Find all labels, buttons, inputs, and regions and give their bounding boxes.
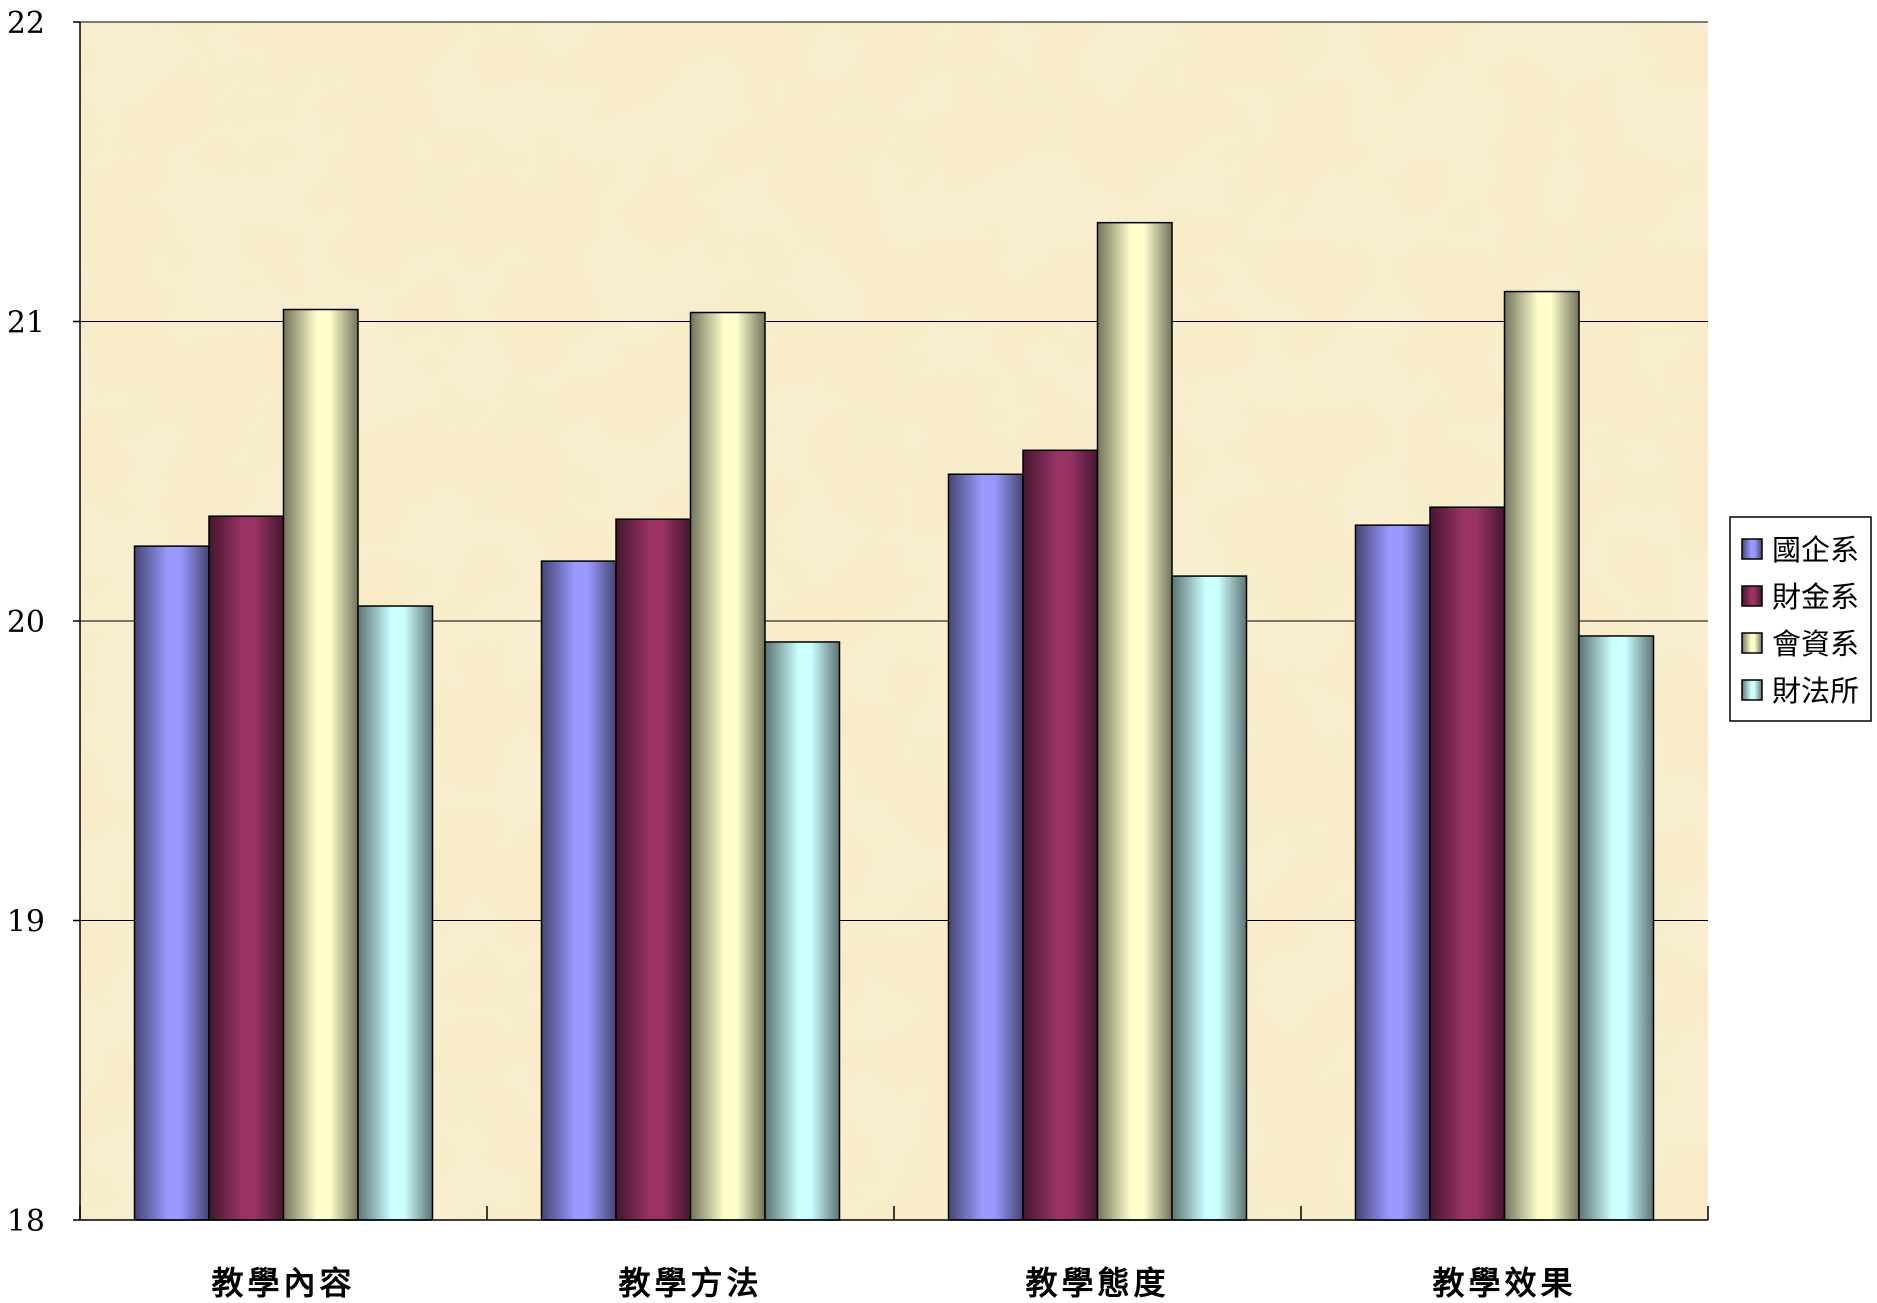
bar	[1578, 635, 1655, 1221]
bar	[764, 641, 841, 1221]
y-tick-label: 21	[7, 306, 45, 341]
bar	[615, 518, 692, 1221]
y-tick-label: 22	[7, 6, 45, 41]
bar	[689, 311, 766, 1221]
y-tick-label: 20	[7, 605, 45, 640]
legend-label: 財法所	[1772, 674, 1859, 708]
bar	[540, 560, 617, 1221]
legend-swatch	[1741, 585, 1763, 607]
bar	[1022, 449, 1099, 1221]
legend-label: 會資系	[1772, 627, 1859, 661]
bar	[1171, 575, 1248, 1221]
legend-label: 國企系	[1772, 533, 1859, 567]
x-axis-category-labels: 教學內容 教學方法 教學態度 教學效果	[211, 1264, 1576, 1302]
bar	[1354, 524, 1431, 1221]
bar	[133, 545, 210, 1221]
x-category-label: 教學效果	[1432, 1264, 1576, 1302]
bar	[282, 308, 359, 1221]
y-tick-label: 18	[7, 1204, 45, 1239]
axes	[73, 21, 1709, 1221]
x-category-label: 教學態度	[1025, 1264, 1169, 1302]
bar	[947, 473, 1024, 1221]
x-category-label: 教學內容	[211, 1264, 355, 1302]
y-axis-tick-labels: 18 19 20 21 22	[7, 6, 45, 1239]
legend-label: 財金系	[1772, 580, 1859, 614]
legend-swatch	[1741, 538, 1763, 560]
bar	[357, 605, 434, 1221]
bar	[1503, 290, 1580, 1221]
legend-swatch	[1741, 679, 1763, 701]
x-category-label: 教學方法	[618, 1264, 762, 1302]
bar	[1096, 221, 1173, 1221]
bar	[208, 515, 285, 1221]
y-tick-label: 19	[7, 905, 45, 940]
bar	[1429, 506, 1506, 1221]
legend-swatch	[1741, 632, 1763, 654]
